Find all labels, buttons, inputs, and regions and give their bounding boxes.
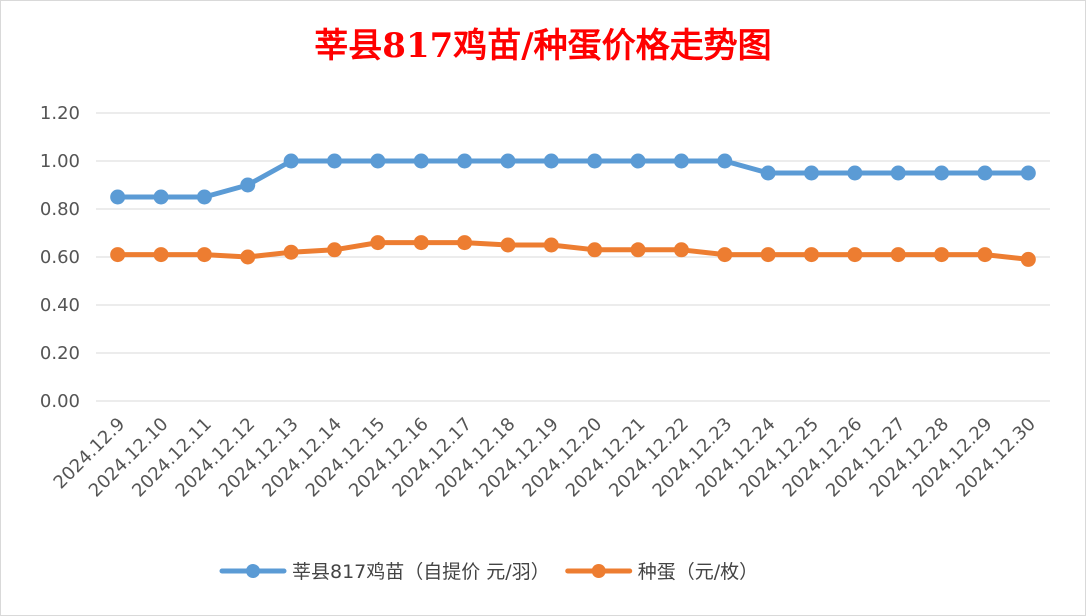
series-2 <box>110 235 1036 267</box>
data-point <box>1020 165 1036 181</box>
legend-item-2: 种蛋（元/枚） <box>565 561 758 583</box>
data-point <box>587 153 603 169</box>
data-point <box>196 247 212 263</box>
data-point <box>890 247 906 263</box>
data-point <box>370 235 386 251</box>
data-point <box>630 242 646 258</box>
data-point <box>977 247 993 263</box>
data-point <box>283 244 299 260</box>
data-point <box>630 153 646 169</box>
data-point <box>890 165 906 181</box>
data-point <box>153 247 169 263</box>
data-point <box>457 153 473 169</box>
y-axis-ticks: 0.00 0.20 0.40 0.60 0.80 1.00 1.20 <box>40 103 80 412</box>
data-point <box>500 237 516 253</box>
legend-item-1: 莘县817鸡苗（自提价 元/羽） <box>219 561 550 583</box>
data-point <box>327 153 342 169</box>
legend-label: 莘县817鸡苗（自提价 元/羽） <box>292 561 550 583</box>
y-tick-label: 0.80 <box>40 199 80 220</box>
data-point <box>760 247 776 263</box>
data-point <box>500 153 516 169</box>
data-point <box>934 165 950 181</box>
series-layer <box>110 153 1036 267</box>
data-point <box>327 242 342 258</box>
data-point <box>370 153 386 169</box>
data-point <box>934 247 950 263</box>
y-tick-label: 0.20 <box>40 343 80 364</box>
series-line <box>115 158 1031 200</box>
data-point <box>847 247 863 263</box>
data-point <box>413 235 429 251</box>
data-point <box>804 165 819 181</box>
data-point <box>240 249 256 265</box>
data-point <box>760 165 776 181</box>
data-point <box>804 247 819 263</box>
data-point <box>196 189 212 205</box>
data-point <box>587 242 603 258</box>
data-point <box>1020 251 1036 267</box>
data-point <box>153 189 169 205</box>
data-point <box>673 153 689 169</box>
y-tick-label: 0.40 <box>40 295 80 316</box>
x-axis-ticks: 2024.12.92024.12.102024.12.112024.12.122… <box>50 414 1040 502</box>
y-tick-label: 0.60 <box>40 247 80 268</box>
y-tick-label: 0.00 <box>40 391 80 412</box>
data-point <box>847 165 863 181</box>
series-line <box>115 240 1031 262</box>
data-point <box>543 153 559 169</box>
data-point <box>717 247 733 263</box>
legend-label: 种蛋（元/枚） <box>638 561 758 583</box>
data-point <box>543 237 559 253</box>
data-point <box>283 153 299 169</box>
series-1 <box>110 153 1036 205</box>
legend-swatch-marker <box>246 564 260 578</box>
data-point <box>673 242 689 258</box>
data-point <box>240 177 256 193</box>
data-point <box>413 153 429 169</box>
legend-swatch-marker <box>591 564 606 578</box>
data-point <box>110 247 126 263</box>
data-point <box>717 153 733 169</box>
data-point <box>110 189 126 205</box>
legend: 莘县817鸡苗（自提价 元/羽） 种蛋（元/枚） <box>219 561 758 583</box>
chart-title: 莘县817鸡苗/种蛋价格走势图 <box>314 26 772 66</box>
y-tick-label: 1.20 <box>40 103 80 124</box>
y-tick-label: 1.00 <box>40 151 80 172</box>
data-point <box>977 165 993 181</box>
data-point <box>457 235 473 251</box>
